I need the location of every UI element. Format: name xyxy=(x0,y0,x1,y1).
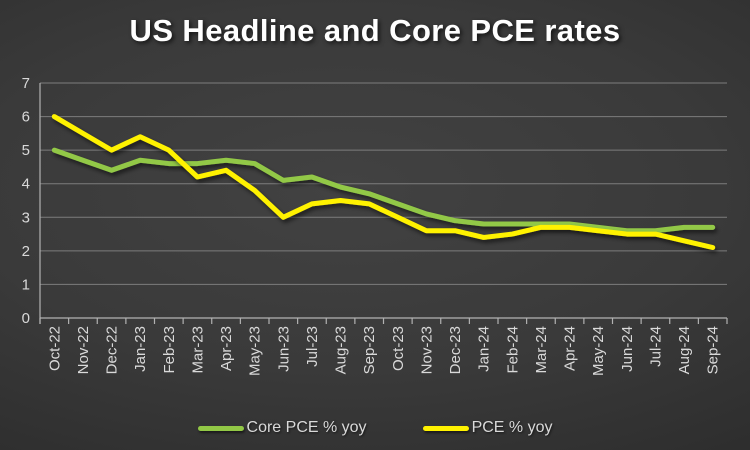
x-axis-label: Sep-24 xyxy=(705,326,722,374)
legend-item-core-pce-yoy: Core PCE % yoy xyxy=(197,419,367,437)
x-axis-label: Mar-23 xyxy=(189,326,206,374)
x-axis-label: Dec-22 xyxy=(104,326,121,374)
y-axis-label: 0 xyxy=(22,310,30,327)
x-axis-label: Jan-23 xyxy=(132,326,149,372)
x-axis-label: Aug-24 xyxy=(676,326,693,374)
core-pce-yoy-line xyxy=(51,147,716,234)
x-axis-label: May-23 xyxy=(247,326,264,376)
x-axis-label: Mar-24 xyxy=(533,326,550,374)
x-axis-label: Jan-24 xyxy=(476,326,493,372)
legend-label: PCE % yoy xyxy=(471,419,553,436)
y-axis-label: 5 xyxy=(22,142,30,159)
x-axis-label: Jul-23 xyxy=(304,326,321,367)
chart-title: US Headline and Core PCE rates xyxy=(129,13,621,48)
y-axis-label: 3 xyxy=(22,209,30,226)
x-axis-label: Feb-23 xyxy=(161,326,178,374)
x-axis-label: Apr-23 xyxy=(218,326,235,371)
y-axis-label: 6 xyxy=(22,109,30,126)
x-axis-label: Jul-24 xyxy=(647,326,664,367)
x-axis-label: Nov-22 xyxy=(75,326,92,374)
x-axis-label: Nov-23 xyxy=(418,326,435,374)
y-axis-label: 1 xyxy=(22,276,30,293)
y-axis-label: 4 xyxy=(22,176,30,193)
legend-item-pce-yoy: PCE % yoy xyxy=(422,419,553,437)
legend-swatch-pce-yoy xyxy=(422,425,469,431)
x-axis-label: Apr-24 xyxy=(562,326,579,371)
legend-label: Core PCE % yoy xyxy=(246,419,367,436)
legend-swatch-core-pce-yoy xyxy=(197,425,244,431)
x-axis-label: Feb-24 xyxy=(504,326,521,374)
x-axis-label: Sep-23 xyxy=(361,326,378,374)
chart-legend: Core PCE % yoy PCE % yoy xyxy=(0,419,750,437)
x-axis-label: Dec-23 xyxy=(447,326,464,374)
x-axis-label: Jun-23 xyxy=(275,326,292,372)
x-axis-label: Oct-23 xyxy=(390,326,407,371)
pce-yoy-line xyxy=(51,114,716,250)
x-axis-label: Aug-23 xyxy=(333,326,350,374)
x-axis-label: Jun-24 xyxy=(619,326,636,372)
x-axis-label: Oct-22 xyxy=(46,326,63,371)
x-axis-label: May-24 xyxy=(590,326,607,376)
y-axis-label: 7 xyxy=(22,75,30,92)
y-axis-label: 2 xyxy=(22,243,30,260)
